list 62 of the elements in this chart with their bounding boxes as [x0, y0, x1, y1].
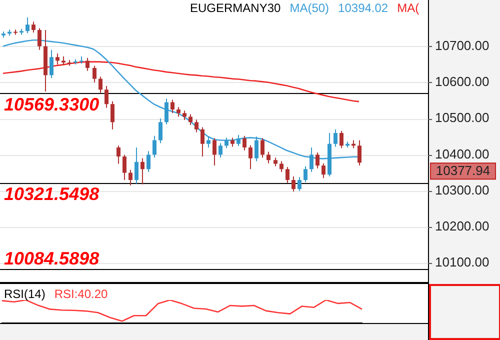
candlestick	[140, 158, 144, 185]
candlestick	[340, 130, 344, 149]
candlestick	[38, 28, 42, 50]
candlestick	[242, 135, 246, 151]
candlestick	[304, 166, 308, 183]
candlestick	[134, 146, 138, 184]
candlestick	[266, 151, 270, 164]
candlestick	[152, 135, 156, 158]
candlestick	[110, 100, 114, 130]
candlestick	[104, 86, 108, 108]
candlestick	[224, 137, 228, 149]
candlestick	[286, 166, 290, 184]
candlestick	[322, 162, 326, 179]
candlestick	[280, 160, 284, 173]
candlestick	[98, 76, 102, 94]
candlestick	[292, 176, 296, 192]
chart-title: RSI(14)	[4, 287, 46, 301]
candlestick	[200, 126, 204, 157]
candlestick	[176, 106, 180, 118]
chart-title: EUGERMANY30	[190, 1, 281, 15]
candlestick	[92, 65, 96, 83]
ref-line-label: 10321.5498	[4, 184, 100, 204]
y-tick-label: 10300.00	[435, 182, 490, 198]
candlestick	[194, 119, 198, 133]
candlestick	[230, 137, 234, 148]
candlestick	[50, 49, 54, 79]
ref-line-label: 10084.5898	[4, 248, 100, 269]
candlestick	[218, 142, 222, 158]
candlestick	[236, 134, 240, 147]
candlestick	[358, 140, 362, 166]
candlestick	[248, 144, 252, 170]
candlestick	[212, 138, 216, 166]
annotation: 10394.02	[338, 1, 388, 15]
text: MA(	[397, 1, 420, 15]
candlestick	[188, 114, 192, 126]
candlestick	[334, 128, 338, 148]
text: 10377.94	[436, 163, 490, 178]
candlestick	[164, 98, 168, 125]
candlestick	[122, 154, 126, 180]
ref-line-label: 10569.3300	[4, 94, 100, 114]
series-label: RSI:40.20	[54, 287, 108, 301]
candlestick	[206, 136, 210, 148]
candlestick	[182, 110, 186, 120]
y-tick-label: 10100.00	[435, 254, 490, 270]
candlestick	[128, 169, 132, 186]
candlestick	[316, 152, 320, 169]
y-tick-label: 10700.00	[435, 38, 490, 53]
candlestick	[86, 57, 90, 72]
candlestick	[298, 176, 302, 192]
candlestick	[116, 145, 120, 164]
y-tick-label: 10600.00	[435, 74, 490, 89]
candlestick	[170, 99, 174, 114]
candlestick	[32, 21, 36, 34]
candlestick	[260, 138, 264, 158]
y-tick-label: 10200.00	[435, 218, 490, 234]
candlestick	[26, 16, 30, 34]
y-tick-label: 10400.00	[435, 146, 490, 162]
candlestick	[56, 52, 60, 65]
candlestick	[158, 118, 162, 144]
y-tick-label: 10500.00	[435, 110, 490, 126]
text: MA(50)	[290, 1, 330, 15]
candlestick	[146, 150, 150, 173]
